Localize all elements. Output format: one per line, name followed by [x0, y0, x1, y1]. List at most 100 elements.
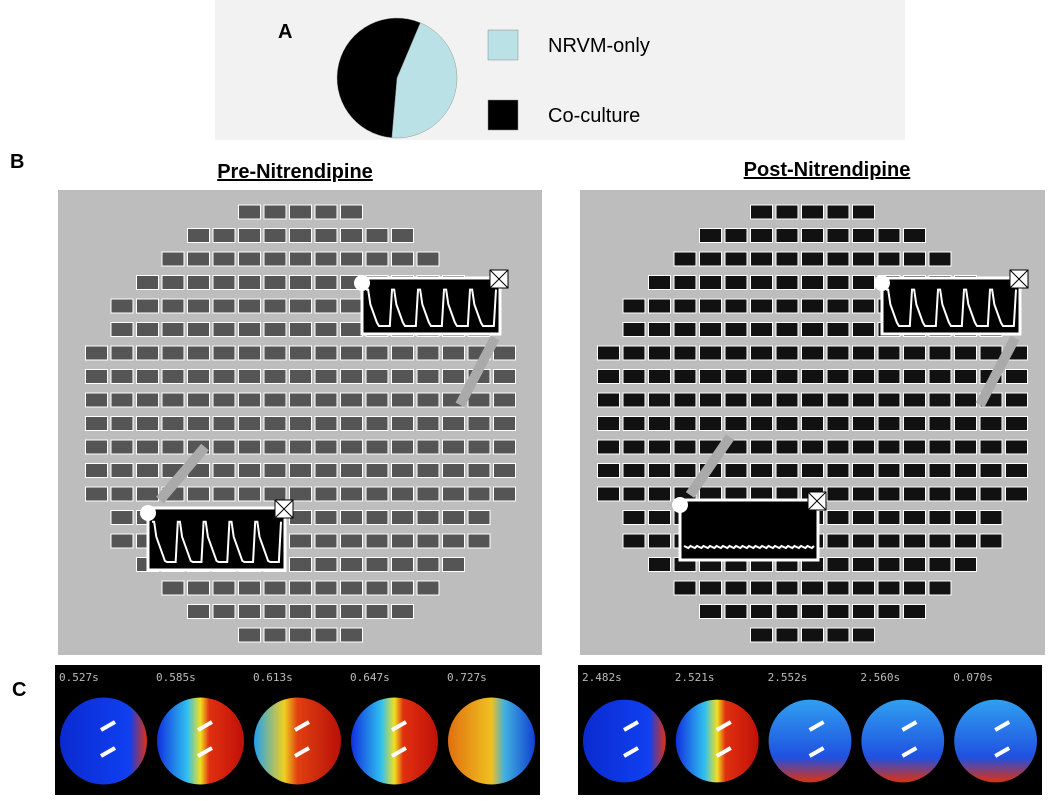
electrode [648, 416, 671, 431]
electrode [622, 439, 646, 455]
electrode [110, 345, 134, 361]
electrode [826, 369, 850, 384]
electrode [852, 204, 875, 220]
electrode [673, 322, 697, 337]
electrode [928, 580, 952, 596]
electrode [648, 510, 671, 525]
electrode [826, 228, 850, 243]
electrode [724, 416, 748, 431]
electrode [187, 486, 210, 502]
electrode [493, 369, 516, 384]
time-label: 0.527s [59, 671, 99, 684]
electrode [314, 604, 338, 619]
activation-map [768, 699, 852, 783]
electrode [314, 275, 338, 290]
electrode [340, 228, 363, 243]
electrode [340, 604, 363, 619]
electrode [622, 322, 646, 337]
marker [874, 275, 890, 291]
electrode [954, 533, 977, 549]
electrode [979, 533, 1003, 549]
arrow-icon [994, 720, 1011, 758]
electrode [699, 251, 722, 267]
time-label: 2.521s [675, 671, 715, 684]
electrode [365, 580, 389, 596]
electrode [877, 392, 901, 408]
electrode [673, 298, 697, 314]
electrode [724, 298, 748, 314]
electrode [340, 557, 363, 572]
electrode [391, 533, 414, 549]
electrode [340, 463, 363, 478]
inset [678, 498, 820, 562]
electrode [85, 463, 108, 478]
electrode [826, 580, 850, 596]
electrode [340, 486, 363, 502]
electrode [442, 439, 465, 455]
electrode [750, 298, 773, 314]
electrode [442, 557, 465, 572]
electrode [467, 510, 491, 525]
electrode [136, 275, 159, 290]
electrode [775, 322, 799, 337]
electrode [954, 510, 977, 525]
electrode [954, 416, 977, 431]
electrode [699, 298, 722, 314]
electrode [263, 463, 287, 478]
electrode [903, 392, 926, 408]
electrode [391, 580, 414, 596]
electrode [852, 510, 875, 525]
electrode [187, 275, 210, 290]
electrode [979, 345, 1003, 361]
electrode [801, 463, 824, 478]
electrode [365, 345, 389, 361]
time-label: 0.585s [156, 671, 196, 684]
arrow [156, 443, 209, 504]
electrode [928, 345, 952, 361]
electrode [775, 298, 799, 314]
electrode [622, 392, 646, 408]
electrode [289, 557, 312, 572]
electrode [187, 345, 210, 361]
electrode [187, 298, 210, 314]
electrode [391, 369, 414, 384]
time-label: 0.647s [350, 671, 390, 684]
electrode [493, 345, 516, 361]
electrode [416, 345, 440, 361]
electrode [648, 439, 671, 455]
electrode [289, 251, 312, 267]
electrode [263, 392, 287, 408]
electrode [801, 439, 824, 455]
electrode [238, 204, 261, 220]
electrode [775, 580, 799, 596]
electrode [954, 392, 977, 408]
electrode [289, 204, 312, 220]
electrode [673, 416, 697, 431]
electrode [877, 463, 901, 478]
electrode [289, 228, 312, 243]
electrode [442, 486, 465, 502]
electrode [928, 510, 952, 525]
electrode [801, 369, 824, 384]
electrode [826, 345, 850, 361]
electrode [416, 486, 440, 502]
electrode [187, 416, 210, 431]
electrode [597, 416, 620, 431]
close-x [489, 269, 509, 289]
electrode-grid [597, 204, 1028, 643]
electrode [877, 580, 901, 596]
electrode [928, 439, 952, 455]
electrode [391, 345, 414, 361]
electrode [391, 416, 414, 431]
electrode [928, 251, 952, 267]
electrode [648, 298, 671, 314]
electrode [775, 275, 799, 290]
electrode [340, 416, 363, 431]
electrode [161, 580, 185, 596]
electrode [238, 486, 261, 502]
electrode [263, 416, 287, 431]
electrode [340, 322, 363, 337]
electrode [161, 392, 185, 408]
electrode [750, 392, 773, 408]
electrode [467, 533, 491, 549]
